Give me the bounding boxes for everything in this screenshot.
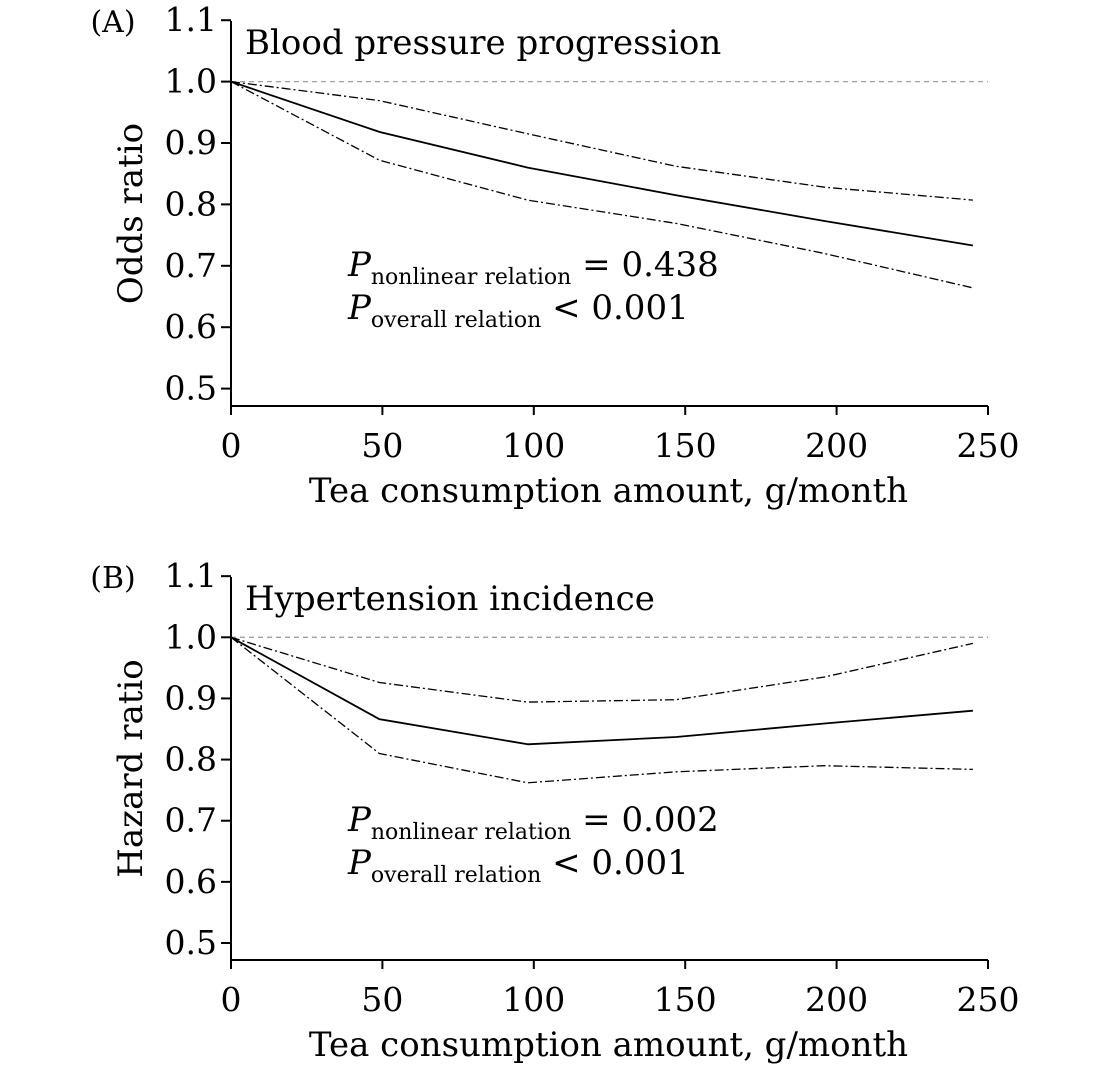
y-tick-label: 1.0 (165, 62, 217, 101)
x-tick-label: 150 (654, 980, 717, 1019)
p-nonlinear-annotation: Pnonlinear relation = 0.002 (347, 800, 719, 845)
p-overall-annotation: Poverall relation < 0.001 (347, 288, 689, 333)
chart-panel: 0.5 0.6 0.7 0.8 0.9 1.0 1.1 0 50 100 150 200 250 Tea … (90, 556, 1019, 1065)
x-tick-label: 150 (654, 426, 717, 465)
y-tick-label: 0.9 (165, 123, 217, 162)
lower-ci-line (230, 81, 974, 289)
x-tick-label: 200 (805, 980, 868, 1019)
x-tick-label: 50 (361, 426, 403, 465)
chart-title: Blood pressure progression (245, 23, 721, 63)
p-nonlinear-annotation: Pnonlinear relation = 0.438 (347, 245, 719, 290)
chart-panel: 0.5 0.6 0.7 0.8 0.9 1.0 1.1 0 50 100 150 200 250 Tea … (90, 0, 1019, 511)
upper-ci-line (230, 80, 973, 201)
y-tick-label: 0.7 (165, 246, 217, 285)
x-axis-title: Tea consumption amount, g/month (309, 1025, 908, 1065)
y-tick-label: 0.5 (165, 923, 217, 962)
chart-title: Hypertension incidence (245, 579, 655, 619)
y-axis-title: Odds ratio (111, 123, 151, 304)
y-axis-title: Hazard ratio (111, 659, 151, 877)
y-tick-label: 1.0 (165, 617, 217, 656)
y-tick-label: 0.7 (165, 801, 217, 840)
upper-ci-line (230, 636, 974, 703)
x-tick-label: 200 (805, 426, 868, 465)
x-axis-title: Tea consumption amount, g/month (309, 471, 908, 511)
y-tick-label: 0.6 (165, 862, 217, 901)
x-tick-label: 100 (502, 426, 565, 465)
y-tick-label: 1.1 (165, 556, 217, 595)
x-tick-label: 100 (502, 980, 565, 1019)
x-tick-label: 0 (221, 426, 242, 465)
panel-label: (A) (90, 5, 135, 40)
lower-ci-line (230, 636, 973, 784)
y-tick-label: 0.9 (165, 678, 217, 717)
estimate-line (230, 636, 973, 746)
y-tick-label: 0.8 (165, 184, 217, 223)
x-tick-label: 250 (957, 426, 1020, 465)
panel-label: (B) (90, 561, 135, 596)
y-tick-label: 0.5 (165, 369, 217, 408)
x-tick-label: 50 (361, 980, 403, 1019)
x-tick-label: 250 (957, 980, 1020, 1019)
p-overall-annotation: Poverall relation < 0.001 (347, 843, 689, 888)
estimate-line (230, 80, 974, 247)
y-tick-label: 1.1 (165, 0, 217, 39)
y-tick-label: 0.6 (165, 307, 217, 346)
x-tick-label: 0 (221, 980, 242, 1019)
y-tick-label: 0.8 (165, 740, 217, 779)
